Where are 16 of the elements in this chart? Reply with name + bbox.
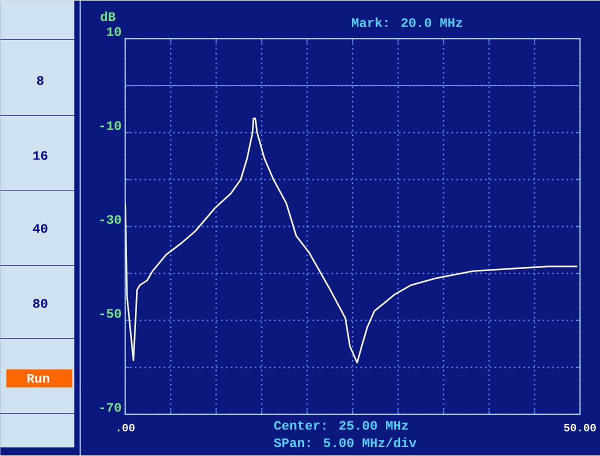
text: 8: [37, 76, 44, 85]
y-tick-label: -50: [100, 309, 121, 318]
y-tick-label: 10: [106, 27, 121, 36]
y-tick-label: -70: [100, 402, 121, 412]
text: SPan: 5.00 MHz/div: [274, 438, 416, 448]
y-axis-title: dB: [100, 12, 116, 22]
chart-title: Mark: 20.0 MHz: [352, 18, 462, 28]
text: 80: [33, 299, 48, 308]
x-tick-label: .00: [118, 424, 134, 432]
text: Center: 25.00 MHz: [274, 420, 408, 430]
x-tick-label: 50.00: [564, 424, 596, 432]
text: 40: [32, 224, 48, 233]
text: 16: [33, 151, 48, 160]
y-tick-label: -10: [100, 121, 121, 130]
y-tick-label: -30: [100, 215, 121, 224]
text: Run: [27, 374, 50, 383]
